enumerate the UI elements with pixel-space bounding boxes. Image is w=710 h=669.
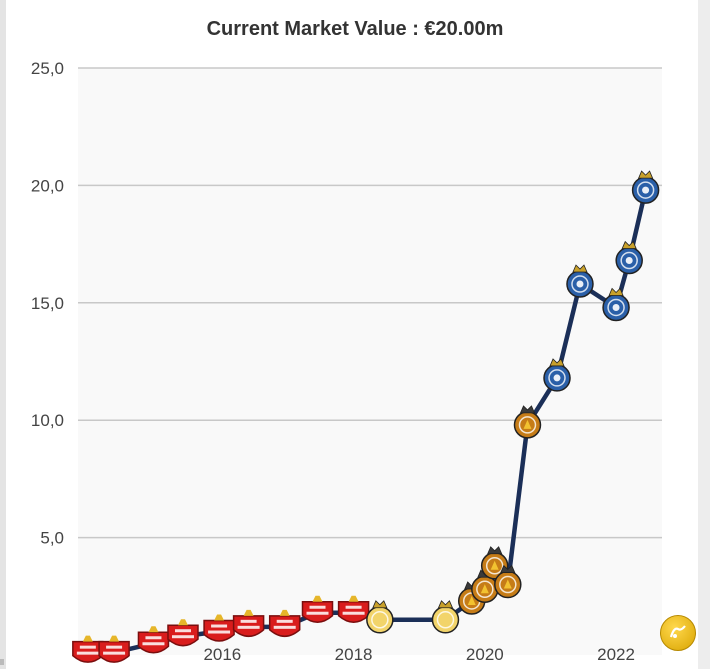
club-badge-marker (431, 600, 460, 634)
club-badge-marker (301, 595, 334, 623)
right-frame-edge (698, 0, 710, 669)
club-badge-marker (566, 264, 594, 298)
club-badge-marker (543, 358, 571, 392)
club-badge-marker (337, 595, 370, 623)
y-tick-label: 5,0 (40, 529, 64, 548)
y-tick-label: 15,0 (31, 294, 64, 313)
x-tick-label: 2020 (466, 645, 504, 664)
club-badge-marker (615, 240, 643, 275)
y-tick-label: 20,0 (31, 176, 64, 195)
plot-area (78, 68, 662, 655)
club-badge-marker (268, 609, 301, 638)
club-badge-marker (137, 626, 170, 654)
club-badge-marker (366, 600, 394, 634)
club-badge-marker (98, 635, 130, 663)
club-badge-marker (232, 609, 265, 638)
club-badge-marker (513, 405, 542, 439)
y-tick-label: 25,0 (31, 59, 64, 78)
club-badge-marker (631, 170, 660, 204)
x-tick-label: 2022 (597, 645, 635, 664)
site-logo-icon (660, 615, 696, 651)
y-tick-label: 10,0 (31, 411, 64, 430)
left-frame-edge (0, 0, 6, 669)
club-badge-marker (203, 614, 235, 642)
club-badge-marker (602, 287, 630, 322)
chart-title: Current Market Value : €20.00m (206, 18, 504, 40)
club-badge-marker (167, 619, 199, 647)
club-badge-marker (72, 635, 104, 663)
x-tick-label: 2016 (203, 645, 241, 664)
corner-mark (0, 659, 4, 665)
x-tick-label: 2018 (335, 645, 373, 664)
club-badge-marker (494, 564, 522, 599)
